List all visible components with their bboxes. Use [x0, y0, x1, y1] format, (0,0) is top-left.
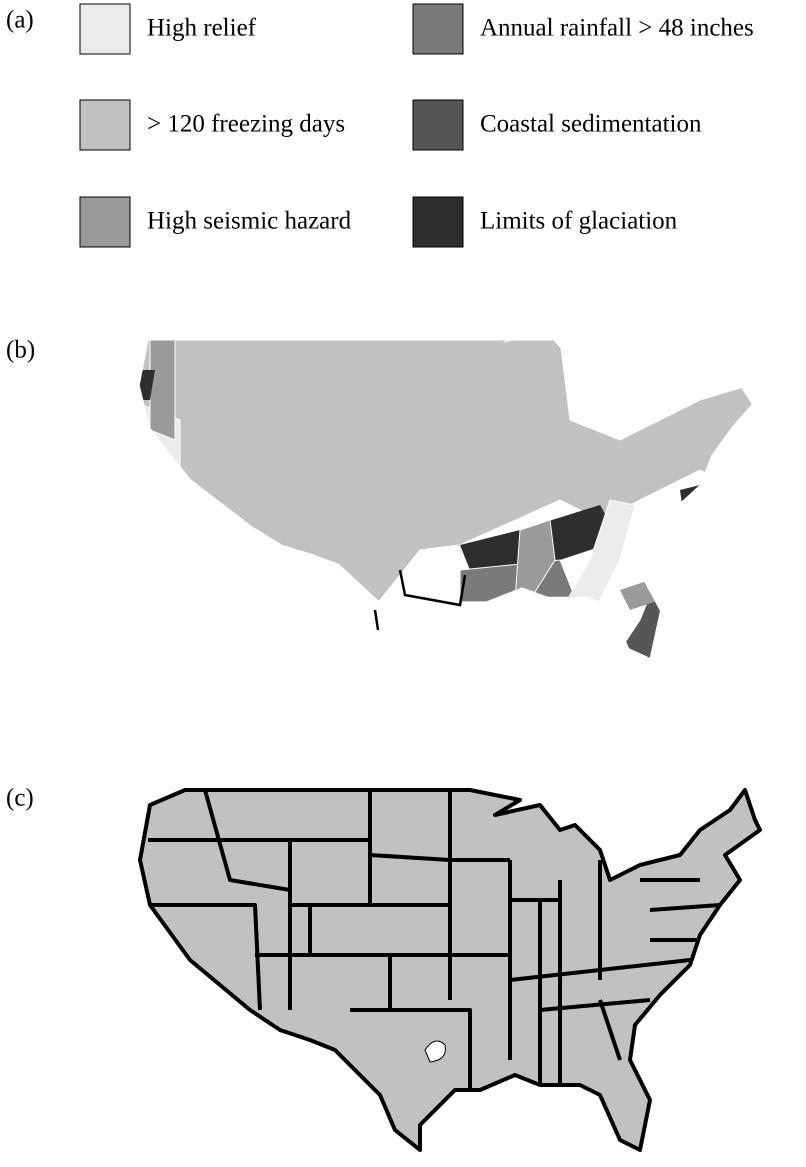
panel-label: (c) [6, 785, 34, 812]
legend-swatch [413, 197, 463, 247]
figure: (a) (b) (c) High relief > 120 freezing da… [0, 0, 806, 1167]
states-map [140, 790, 760, 1150]
legend: High relief > 120 freezing days High seism… [80, 4, 754, 247]
legend-swatch [413, 4, 463, 54]
panel-label: (b) [6, 337, 35, 364]
legend-label: > 120 freezing days [147, 111, 345, 138]
legend-swatch [80, 100, 130, 150]
legend-label: Limits of glaciation [480, 208, 678, 235]
legend-label: Coastal sedimentation [480, 111, 702, 138]
legend-swatch [413, 100, 463, 150]
panel-label: (a) [6, 7, 34, 34]
legend-swatch [80, 4, 130, 54]
legend-swatch [80, 197, 130, 247]
legend-label: High relief [147, 15, 257, 42]
legend-label: High seismic hazard [147, 208, 352, 235]
hazard-map [100, 330, 806, 770]
legend-label: Annual rainfall > 48 inches [480, 15, 754, 42]
page: {"panels": [{"label": "(a)"}, {"label": … [0, 0, 806, 1167]
